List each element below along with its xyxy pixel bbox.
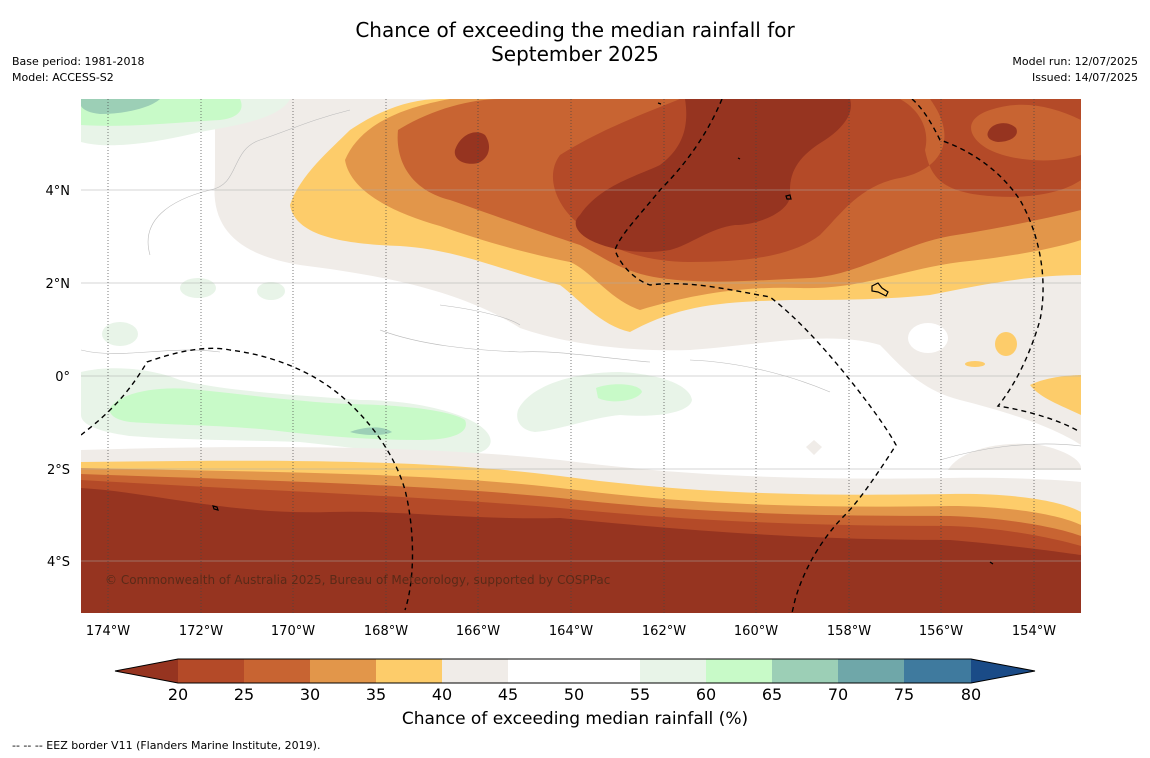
island-outlines <box>212 102 994 565</box>
colorbar-tick: 40 <box>432 685 452 704</box>
colorbar-tick: 45 <box>498 685 518 704</box>
colorbar-segment <box>376 659 442 683</box>
spot-diamond <box>806 440 822 455</box>
spot-white-east <box>908 323 948 353</box>
y-tick: 0° <box>55 370 70 385</box>
spot-yellow-east-b <box>965 361 985 367</box>
patch-east-40-45 <box>948 443 1081 470</box>
patch-center-60-65 <box>596 384 642 402</box>
colorbar-tick: 60 <box>696 685 716 704</box>
colorbar-tick: 35 <box>366 685 386 704</box>
colorbar-outline <box>114 658 1036 684</box>
patch-east-35-40 <box>1030 375 1081 415</box>
x-tick: 156°W <box>919 624 963 639</box>
meta-left: Base period: 1981-2018 Model: ACCESS-S2 <box>12 54 144 86</box>
title-line-1: Chance of exceeding the median rainfall … <box>355 18 795 42</box>
colorbar-segment <box>244 659 310 683</box>
patch-west-60-65 <box>109 388 466 440</box>
x-tick: 164°W <box>549 624 593 639</box>
colorbar-segment <box>178 659 244 683</box>
y-tick: 4°N <box>46 184 71 199</box>
x-tick: 154°W <box>1012 624 1056 639</box>
eez-footnote: -- -- -- EEZ border V11 (Flanders Marine… <box>12 739 321 752</box>
x-tick: 168°W <box>364 624 408 639</box>
x-tick: 160°W <box>734 624 778 639</box>
eez-borders <box>81 99 1081 613</box>
colorbar-segment <box>442 659 508 683</box>
band-south-below-20 <box>81 488 1081 613</box>
x-tick: 170°W <box>271 624 315 639</box>
title-line-2: September 2025 <box>491 42 659 66</box>
colorbar-label: Chance of exceeding median rainfall (%) <box>401 709 749 729</box>
colorbar-tick: 75 <box>894 685 914 704</box>
meta-right: Model run: 12/07/2025 Issued: 14/07/2025 <box>1012 54 1138 86</box>
colorbar-segment <box>706 659 772 683</box>
rainfall-probability-field: © Commonwealth of Australia 2025, Bureau… <box>81 99 1081 613</box>
patch-west-65-70 <box>350 427 392 435</box>
contour-lines <box>81 109 1081 461</box>
y-axis-ticks: 4°N 2°N 0° 2°S 4°S <box>46 184 71 570</box>
colorbar-segment <box>640 659 706 683</box>
colorbar-tick: 65 <box>762 685 782 704</box>
y-tick: 2°S <box>47 463 70 478</box>
colorbar-tick: 50 <box>564 685 584 704</box>
colorbar-segment <box>772 659 838 683</box>
band-north-below-20 <box>575 99 851 252</box>
colorbar-segment <box>838 659 904 683</box>
colorbar-segment <box>904 659 971 683</box>
spot-green-a <box>180 278 216 298</box>
colorbar-tick: 30 <box>300 685 320 704</box>
spot-yellow-east <box>995 332 1017 356</box>
colorbar-tick: 70 <box>828 685 848 704</box>
x-tick: 162°W <box>642 624 686 639</box>
x-tick: 172°W <box>179 624 223 639</box>
colorbar <box>114 658 1036 684</box>
colorbar-tick: 55 <box>630 685 650 704</box>
colorbar-segment <box>310 659 376 683</box>
x-axis-ticks: 174°W 172°W 170°W 168°W 166°W 164°W 162°… <box>86 624 1056 639</box>
issued-date: Issued: 14/07/2025 <box>1031 71 1138 84</box>
colorbar-arrow-high <box>971 659 1035 683</box>
y-tick: 2°N <box>46 277 71 292</box>
x-tick: 174°W <box>86 624 130 639</box>
patch-nw-65-70 <box>81 99 160 114</box>
patch-center-55-60 <box>517 372 692 432</box>
x-tick: 166°W <box>456 624 500 639</box>
spot-north-a <box>454 132 490 164</box>
colorbar-tick: 80 <box>961 685 981 704</box>
colorbar-arrow-low <box>115 659 178 683</box>
map-title: Chance of exceeding the median rainfall … <box>0 18 1150 66</box>
gridlines <box>81 189 1081 562</box>
colorbar-segment <box>508 659 574 683</box>
colorbar-tick: 25 <box>234 685 254 704</box>
spot-green-c <box>102 322 138 346</box>
model-run: Model run: 12/07/2025 <box>1012 55 1138 68</box>
base-period: Base period: 1981-2018 <box>12 55 145 68</box>
model-name: Model: ACCESS-S2 <box>12 71 114 84</box>
spot-north-b <box>987 123 1017 142</box>
copyright-text: © Commonwealth of Australia 2025, Bureau… <box>105 573 610 587</box>
colorbar-segment <box>574 659 640 683</box>
colorbar-ticks: 20 25 30 35 40 45 50 55 60 65 70 75 80 <box>168 685 981 704</box>
colorbar-tick: 20 <box>168 685 188 704</box>
y-tick: 4°S <box>47 555 70 570</box>
spot-green-b <box>257 282 285 300</box>
x-tick: 158°W <box>827 624 871 639</box>
